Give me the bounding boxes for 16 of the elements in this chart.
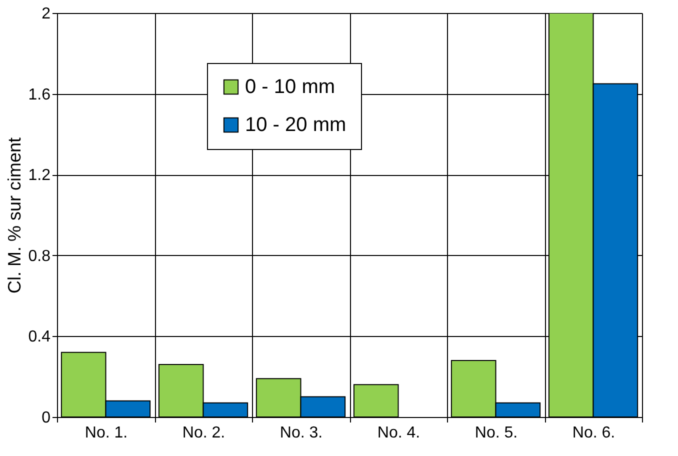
y-tick-label: 1.6 [28,86,51,104]
y-tick-label: 0.8 [28,248,51,265]
y-axis-title: Cl. M. % sur ciment [4,137,24,294]
legend-label: 0 - 10 mm [245,76,336,98]
x-tick-label: No. 4. [377,424,420,442]
y-tick-label: 0.4 [28,328,51,346]
x-tick-label: No. 3. [280,424,323,442]
x-tick-label: No. 6. [572,424,616,442]
x-tick-label: No. 1. [84,424,128,442]
y-tick-label: 1.2 [28,167,51,184]
x-tick-label: No. 2. [182,424,226,442]
bar [353,384,399,417]
legend-label: 10 - 20 mm [245,114,346,136]
y-tick-label: 0 [42,410,51,426]
x-tick-label: No. 5. [474,424,518,442]
y-tick-label: 2 [42,6,51,22]
